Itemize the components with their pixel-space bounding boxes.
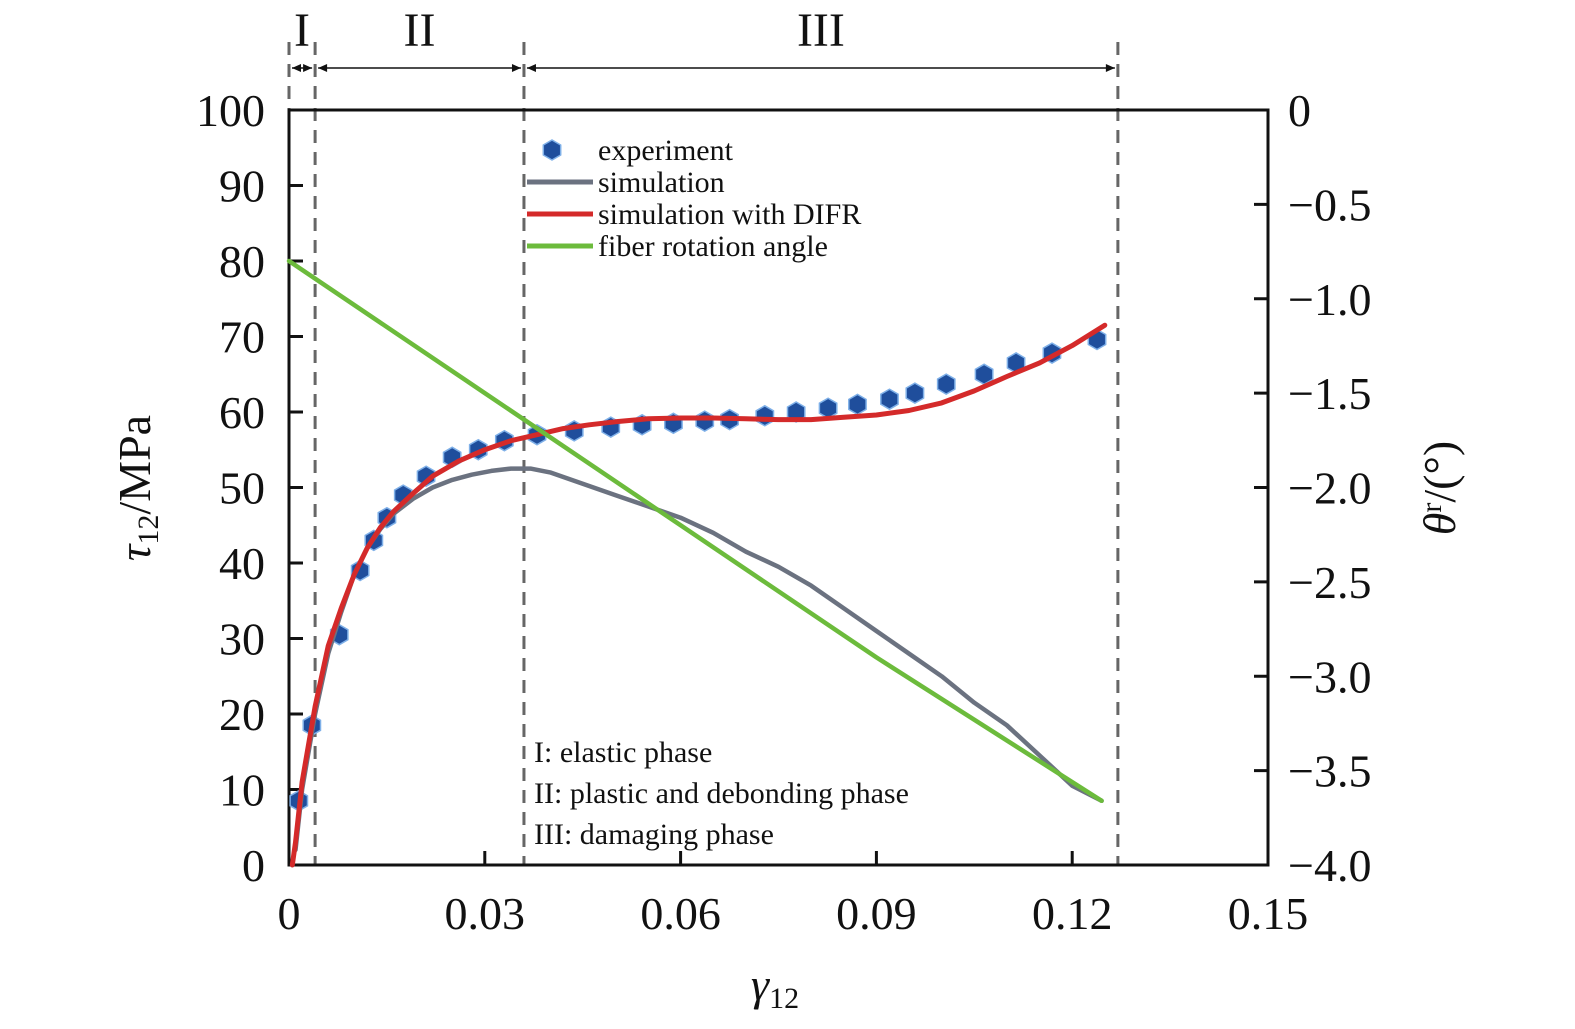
y-left-tick-label: 70: [219, 312, 265, 363]
phase-annotation: III: damaging phase: [534, 818, 774, 851]
y-left-tick-label: 50: [219, 463, 265, 514]
experiment-point: [848, 393, 867, 416]
region-arrowhead-right: [303, 64, 313, 72]
x-tick-label: 0: [278, 888, 301, 939]
x-tick-label: 0.09: [836, 888, 917, 939]
y-right-tick-label: −3.5: [1288, 746, 1371, 797]
y-left-tick-label: 100: [196, 85, 265, 136]
legend-marker-experiment: [542, 139, 562, 161]
phase-annotation: I: elastic phase: [534, 736, 712, 769]
ticks: 0 0.03 0.06 0.09 0.12 0.15 0 10 20 30 40 50 60 70 80 90…: [196, 85, 1371, 939]
experiment-point: [880, 388, 899, 411]
region-label: I: [294, 4, 310, 57]
y-right-axis-title: θr/(°): [1414, 441, 1465, 535]
axis-titles: γ12 τ12/MPa θr/(°): [109, 415, 1465, 1015]
x-tick-label: 0.03: [445, 888, 526, 939]
region-arrowhead-right: [1105, 64, 1115, 72]
x-tick-label: 0.06: [640, 888, 721, 939]
phase-annotation: II: plastic and debonding phase: [534, 777, 909, 810]
y-left-tick-label: 80: [219, 236, 265, 287]
y-right-tick-label: −1.5: [1288, 368, 1371, 419]
y-left-tick-label: 40: [219, 538, 265, 589]
x-tick-label: 0.15: [1228, 888, 1309, 939]
legend-label: simulation with DIFR: [598, 198, 861, 231]
y-right-tick-label: 0: [1288, 85, 1311, 136]
region-label: III: [797, 4, 845, 57]
y-right-tick-label: −2.5: [1288, 557, 1371, 608]
legend-label: simulation: [598, 166, 725, 199]
series-simulation-with-difr-line: [289, 322, 1108, 868]
y-left-tick-label: 20: [219, 689, 265, 740]
region-label: II: [404, 4, 436, 57]
experiment-point: [755, 404, 775, 427]
y-left-tick-label: 0: [242, 840, 265, 891]
experiment-point: [818, 397, 838, 420]
y-right-tick-label: −2.0: [1288, 463, 1371, 514]
y-left-tick-label: 10: [219, 765, 265, 816]
phase-annotations: I: elastic phase II: plastic and debondin…: [534, 736, 909, 851]
y-left-axis-title: τ12/MPa: [109, 415, 165, 561]
experiment-point: [905, 382, 925, 404]
y-right-tick-label: −4.0: [1288, 840, 1371, 891]
series: [286, 258, 1108, 868]
experiment-point: [695, 410, 715, 432]
region-arrowhead-right: [511, 64, 521, 72]
y-left-tick-label: 60: [219, 387, 265, 438]
region-arrowhead-left: [318, 64, 328, 72]
y-left-tick-label: 30: [219, 614, 265, 665]
y-left-tick-label: 90: [219, 161, 265, 212]
y-right-tick-label: −0.5: [1288, 179, 1371, 230]
legend-label: experiment: [598, 134, 734, 167]
y-right-tick-label: −1.0: [1288, 274, 1371, 325]
y-right-tick-label: −3.0: [1288, 651, 1371, 702]
region-arrowhead-left: [526, 64, 536, 72]
x-axis-title: γ12: [751, 959, 799, 1015]
x-tick-label: 0.12: [1032, 888, 1113, 939]
legend-label: fiber rotation angle: [598, 230, 828, 263]
series-fiber-rotation-angle-line: [286, 258, 1104, 804]
region-arrowhead-left: [292, 64, 301, 72]
experiment-point: [936, 373, 956, 395]
